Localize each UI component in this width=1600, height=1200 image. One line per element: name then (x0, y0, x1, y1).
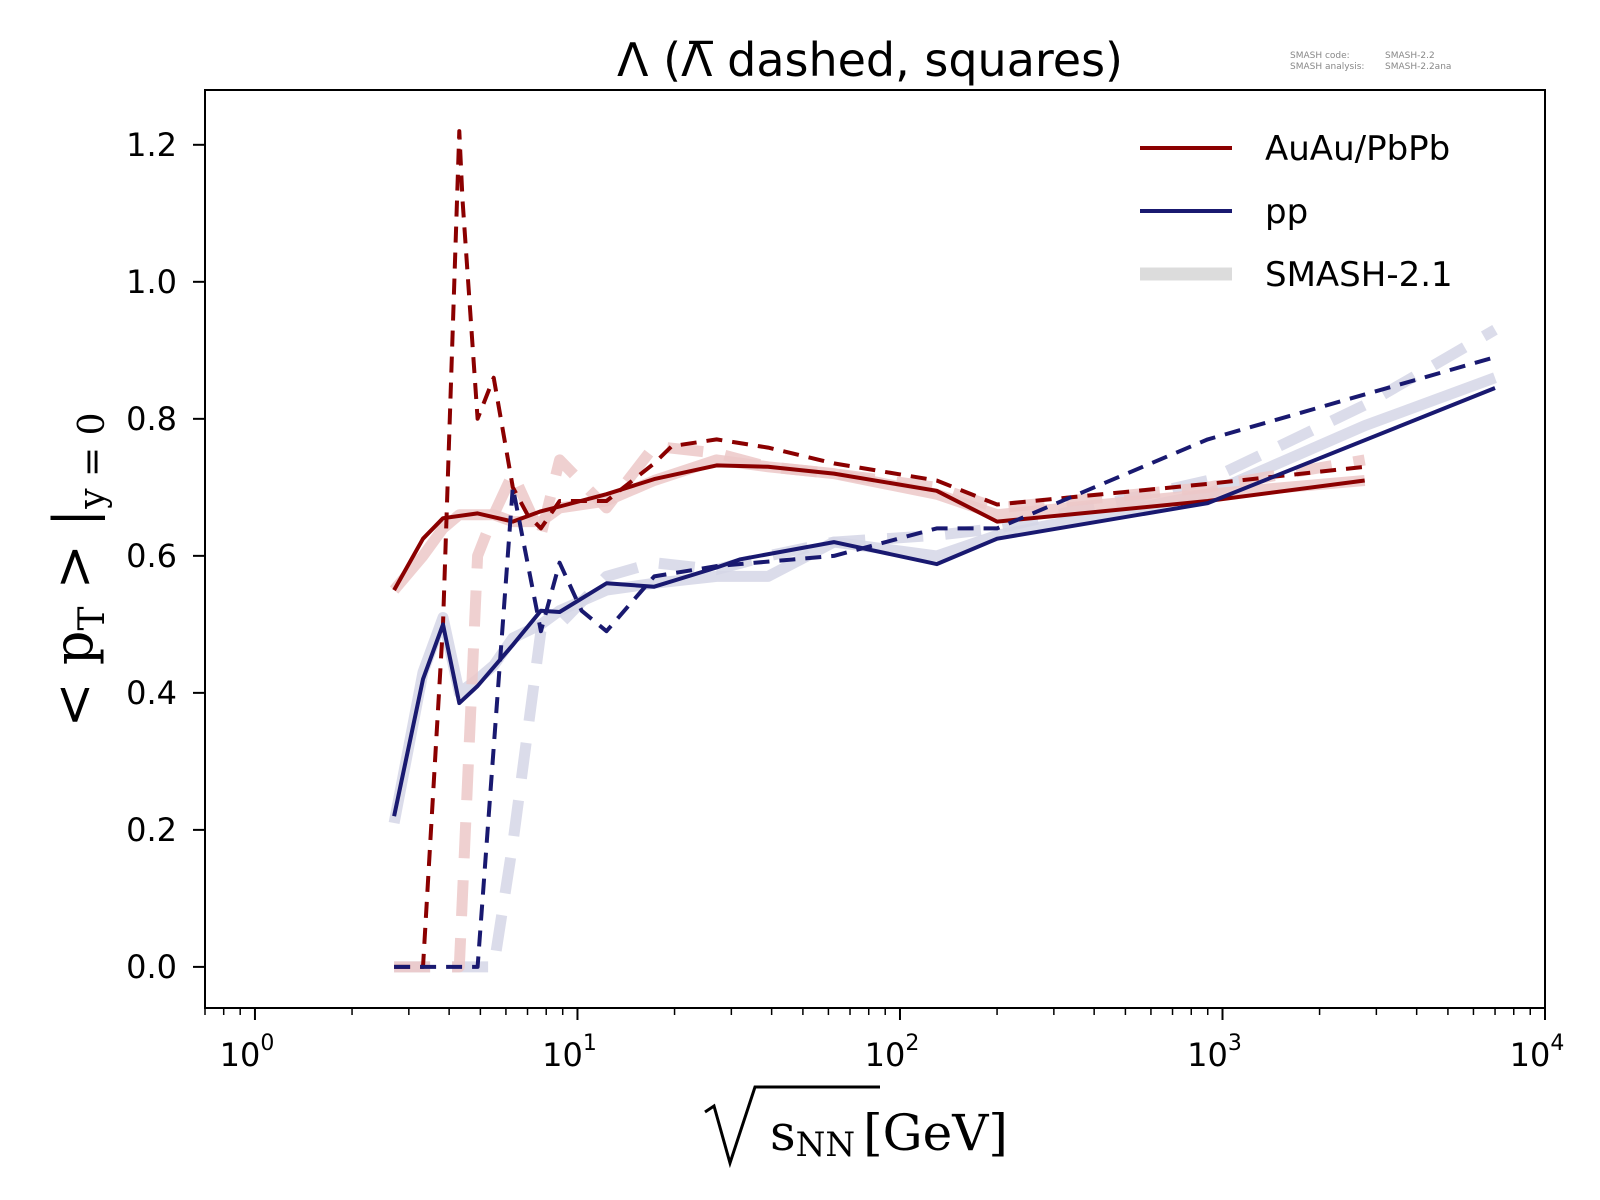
analysis-label: SMASH analysis: (1290, 62, 1364, 72)
reference-series-line (388, 372, 1497, 825)
y-axis: 0.0 0.2 0.4 0.6 0.8 1.0 1.2 (126, 126, 205, 986)
x-tick-label: 104 (1510, 1031, 1565, 1074)
code-label: SMASH code: (1290, 51, 1350, 61)
y-tick-label: 0.4 (126, 674, 177, 712)
x-label-sub: NN (796, 1125, 856, 1165)
pp-antiparticle-series-line (394, 355, 1496, 969)
auau-pbpb-antiparticle-series-line (394, 129, 1365, 969)
y-tick-label: 0.0 (126, 948, 177, 986)
y-label-part-1: T (72, 607, 113, 631)
x-tick-label: 100 (220, 1031, 275, 1074)
sqrt-symbol-icon (704, 1085, 880, 1169)
pp-series-line (392, 386, 1496, 817)
y-tick-label: 1.0 (126, 263, 177, 301)
y-label-part-2: > | (42, 509, 105, 607)
legend: AuAu/PbPb pp SMASH-2.1 (1140, 129, 1453, 295)
x-tick-label: 103 (1187, 1031, 1242, 1074)
version-info: SMASH code: SMASH-2.2 SMASH analysis: SM… (1290, 51, 1451, 72)
y-label-part-0: < p (42, 631, 105, 728)
x-axis-label: sNN [GeV] (704, 1085, 1008, 1169)
legend-label: SMASH-2.1 (1265, 255, 1453, 295)
x-axis: 100 101 102 103 104 (204, 1008, 1565, 1074)
reference-antiparticle-series-line (394, 325, 1498, 973)
y-label-part-3: y = 0 (72, 412, 113, 509)
y-tick-label: 0.8 (126, 400, 177, 438)
x-label-text: sNN [GeV] (770, 1104, 1008, 1165)
x-label-unit: [GeV] (863, 1104, 1008, 1162)
series-layer (388, 129, 1498, 973)
x-tick-label: 101 (542, 1031, 597, 1074)
chart-title: Λ (Λ̅ dashed, squares) (617, 33, 1123, 87)
y-tick-label: 0.6 (126, 537, 177, 575)
y-axis-label: < pT > |y = 0 (42, 412, 113, 727)
legend-label: AuAu/PbPb (1265, 129, 1450, 169)
legend-label: pp (1265, 192, 1308, 232)
auau-pbpb-series-line (392, 463, 1365, 592)
plot-frame (204, 89, 1546, 1009)
analysis-value: SMASH-2.2ana (1385, 62, 1451, 72)
x-tick-label: 102 (865, 1031, 920, 1074)
x-label-base: s (770, 1104, 796, 1162)
code-value: SMASH-2.2 (1385, 51, 1435, 61)
y-tick-label: 1.2 (126, 126, 177, 164)
y-tick-label: 0.2 (126, 811, 177, 849)
